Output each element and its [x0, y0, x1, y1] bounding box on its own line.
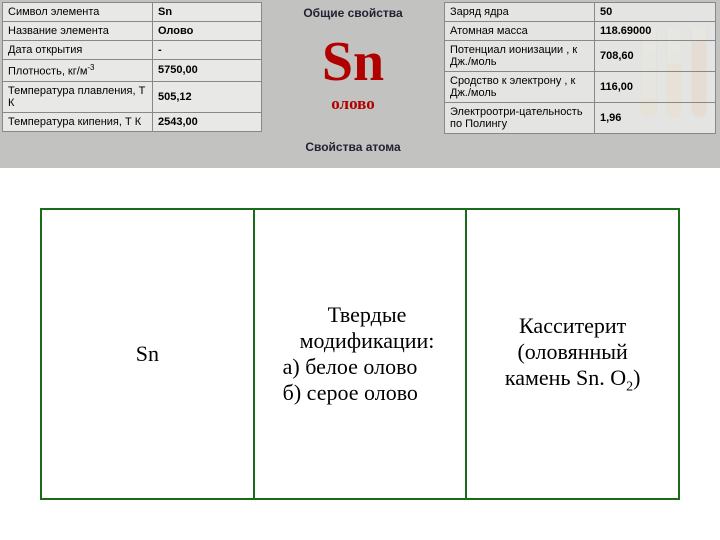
info-cell-symbol: Sn [41, 209, 254, 499]
table-row: Атомная масса 118.69000 [445, 22, 716, 41]
prop-label: Электроотри-цательность по Полингу [445, 103, 595, 134]
prop-value: - [153, 41, 262, 60]
section-header-general: Общие свойства [262, 6, 444, 20]
prop-value: 2543,00 [153, 112, 262, 131]
prop-label: Температура кипения, Т К [3, 112, 153, 131]
element-center-block: Общие свойства Sn олово Свойства атома [262, 0, 444, 168]
table-row: Плотность, кг/м-3 5750,00 [3, 60, 262, 82]
properties-panel: Символ элемента Sn Название элемента Оло… [0, 0, 720, 168]
table-row: Название элемента Олово [3, 22, 262, 41]
element-symbol: Sn [262, 34, 444, 90]
prop-value: Олово [153, 22, 262, 41]
table-row: Температура кипения, Т К 2543,00 [3, 112, 262, 131]
element-name: олово [262, 94, 444, 114]
info-table: Sn Твердые модификации: а) белое олово б… [40, 208, 680, 500]
prop-value: 505,12 [153, 81, 262, 112]
table-row: Температура плавления, Т К 505,12 [3, 81, 262, 112]
prop-value: Sn [153, 3, 262, 22]
right-properties-table: Заряд ядра 50 Атомная масса 118.69000 По… [444, 2, 716, 168]
table-row: Потенциал ионизации , к Дж./моль 708,60 [445, 41, 716, 72]
info-cell-modifications: Твердые модификации: а) белое олово б) с… [254, 209, 467, 499]
prop-label: Температура плавления, Т К [3, 81, 153, 112]
prop-value: 5750,00 [153, 60, 262, 82]
prop-value: 708,60 [595, 41, 716, 72]
table-row: Сродство к электрону , к Дж./моль 116,00 [445, 72, 716, 103]
prop-value: 50 [595, 3, 716, 22]
table-row: Электроотри-цательность по Полингу 1,96 [445, 103, 716, 134]
table-row: Символ элемента Sn [3, 3, 262, 22]
section-header-atom: Свойства атома [262, 140, 444, 154]
info-cell-mineral: Касситерит (оловянный камень Sn. O2) [466, 209, 679, 499]
prop-label: Плотность, кг/м-3 [3, 60, 153, 82]
prop-value: 118.69000 [595, 22, 716, 41]
table-row: Заряд ядра 50 [445, 3, 716, 22]
prop-value: 1,96 [595, 103, 716, 134]
prop-label: Название элемента [3, 22, 153, 41]
prop-label: Символ элемента [3, 3, 153, 22]
table-row: Дата открытия - [3, 41, 262, 60]
prop-label: Заряд ядра [445, 3, 595, 22]
bottom-info-area: Sn Твердые модификации: а) белое олово б… [0, 168, 720, 500]
prop-label: Сродство к электрону , к Дж./моль [445, 72, 595, 103]
prop-value: 116,00 [595, 72, 716, 103]
prop-label: Потенциал ионизации , к Дж./моль [445, 41, 595, 72]
left-properties-table: Символ элемента Sn Название элемента Оло… [2, 2, 262, 168]
prop-label: Атомная масса [445, 22, 595, 41]
prop-label: Дата открытия [3, 41, 153, 60]
